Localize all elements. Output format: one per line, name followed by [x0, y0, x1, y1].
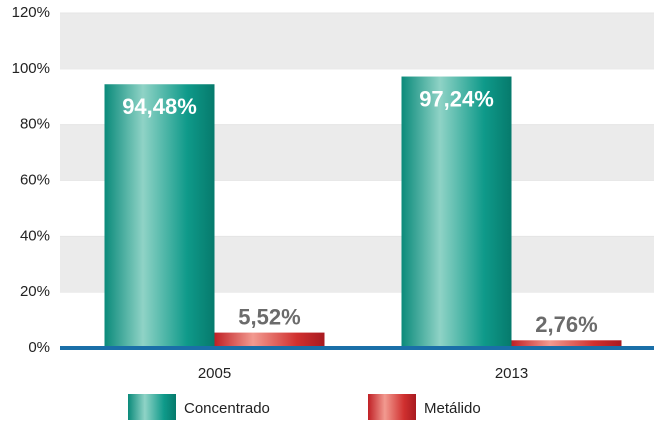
- bar: [401, 76, 512, 348]
- data-label: 2,76%: [535, 312, 597, 337]
- y-tick-label: 20%: [20, 283, 50, 300]
- grid-band: [60, 13, 654, 69]
- y-tick-label: 60%: [20, 171, 50, 188]
- legend-swatch: [128, 394, 176, 420]
- x-tick-label: 2013: [495, 365, 528, 382]
- data-label: 94,48%: [122, 94, 197, 119]
- bar: [214, 332, 325, 348]
- data-label: 97,24%: [419, 86, 494, 111]
- y-tick-label: 100%: [12, 60, 50, 77]
- legend-label: Metálido: [424, 400, 481, 417]
- legend-label: Concentrado: [184, 400, 270, 417]
- legend-swatch: [368, 394, 416, 420]
- bar: [511, 340, 622, 348]
- x-tick-label: 2005: [198, 365, 231, 382]
- y-tick-label: 80%: [20, 116, 50, 133]
- data-label: 5,52%: [238, 304, 300, 329]
- y-tick-label: 120%: [12, 4, 50, 21]
- y-tick-label: 40%: [20, 227, 50, 244]
- y-tick-label: 0%: [28, 339, 50, 356]
- bar: [104, 84, 215, 348]
